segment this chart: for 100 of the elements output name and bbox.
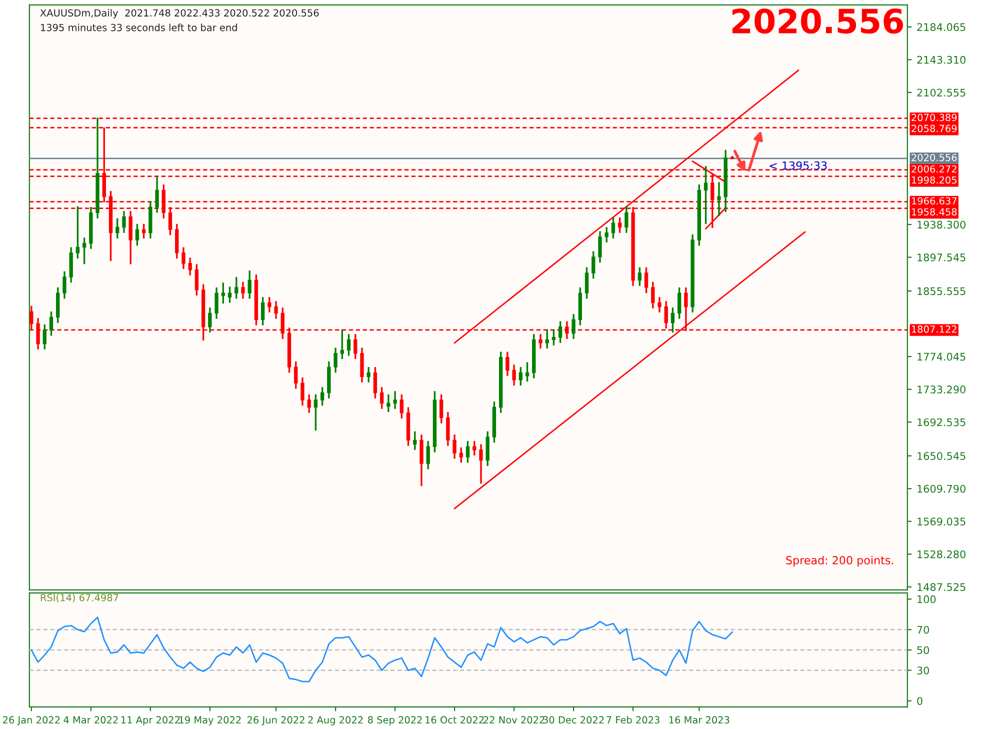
y-tick-label: 1938.300 (918, 220, 966, 229)
candlestick (360, 348, 364, 382)
ref-line-label: 1958.458 (912, 208, 957, 216)
candlestick (558, 321, 562, 343)
candlestick (439, 394, 444, 424)
x-tick-label: 8 Sep 2022 (368, 716, 422, 726)
x-tick-label: 22 Nov 2022 (484, 716, 544, 724)
candlestick (545, 329, 549, 349)
candlestick (572, 314, 576, 339)
candlestick (611, 217, 616, 238)
annotation: Spread: 200 points. (786, 556, 894, 567)
candlestick (479, 444, 483, 484)
candlestick (214, 287, 218, 319)
x-tick-label: 7 Feb 2023 (606, 716, 660, 724)
y-tick-label: 1897.545 (918, 254, 966, 262)
candlestick (334, 348, 338, 373)
y-tick-label: 100 (918, 595, 936, 604)
candlestick (459, 447, 463, 463)
y-tick-label: 1692.535 (918, 418, 966, 426)
candlestick (584, 267, 589, 299)
x-tick-label: 2 Aug 2022 (308, 716, 363, 726)
candlestick (538, 334, 542, 349)
y-tick-label: 2143.310 (917, 56, 966, 64)
candlestick (426, 440, 430, 470)
candlestick (307, 394, 311, 413)
candlestick (644, 267, 648, 294)
candlestick (393, 391, 397, 409)
candlestick (300, 377, 304, 406)
candlestick (135, 224, 140, 246)
ref-line-label: 1966.637 (912, 197, 956, 205)
candlestick (142, 224, 146, 238)
candlestick (512, 364, 516, 386)
candlestick (314, 394, 318, 431)
ref-line-label: 2058.769 (912, 124, 957, 132)
candlestick (354, 334, 358, 360)
candlestick (486, 431, 490, 466)
candlestick (76, 206, 80, 259)
candlestick (598, 231, 602, 263)
x-tick-label: 4 Mar 2022 (64, 716, 118, 724)
candlestick (704, 166, 708, 224)
x-tick-label: 30 Dec 2022 (543, 716, 604, 724)
candlestick (62, 271, 66, 299)
candlestick (49, 312, 54, 336)
candlestick (248, 270, 252, 299)
candlestick (413, 431, 417, 450)
candlestick (346, 334, 351, 356)
y-tick-label: 1487.525 (918, 583, 966, 592)
candlestick (446, 412, 450, 446)
candlestick (730, 156, 734, 160)
ref-line-label: 1998.205 (912, 176, 956, 184)
candlestick (380, 387, 384, 409)
candlestick (128, 211, 132, 264)
y-tick-label: 1609.790 (918, 484, 966, 493)
candlestick (420, 434, 424, 486)
candlestick (274, 301, 278, 319)
candlestick (618, 217, 622, 233)
candlestick (234, 276, 238, 299)
candlestick (400, 394, 404, 419)
y-tick-label: 1774.045 (918, 352, 966, 361)
candlestick (116, 218, 120, 238)
y-tick-label: 2102.555 (917, 88, 966, 97)
candlestick (386, 394, 390, 412)
ref-line-label: 1807.122 (912, 325, 956, 333)
ref-line-label: 2070.389 (912, 114, 957, 122)
candlestick (552, 329, 556, 346)
candlestick (221, 282, 225, 304)
chart-title: XAUUSDm,Daily 2021.748 2022.433 2020.522 2020.556 (40, 9, 319, 18)
candlestick (506, 352, 510, 376)
candlestick (260, 297, 265, 326)
candlestick (373, 367, 378, 398)
y-tick-label: 1650.545 (918, 452, 966, 460)
candlestick (42, 324, 46, 350)
candlestick (670, 308, 675, 333)
x-tick-label: 16 Mar 2023 (669, 716, 730, 724)
y-tick-label: 30 (917, 666, 930, 674)
candlestick (320, 387, 324, 406)
candlestick (82, 238, 86, 264)
candlestick (208, 308, 212, 333)
candlestick (677, 287, 682, 319)
candlestick (518, 367, 522, 386)
x-tick-label: 26 Jan 2022 (2, 716, 60, 726)
candlestick (294, 361, 298, 389)
candlestick (366, 367, 370, 382)
candlestick (228, 286, 232, 303)
candlestick (188, 258, 192, 276)
ref-line-label: 2006.272 (912, 165, 956, 173)
y-tick-label: 1528.280 (918, 550, 966, 558)
candlestick (624, 206, 628, 233)
y-tick-label: 1855.555 (918, 287, 966, 296)
candlestick (452, 434, 456, 459)
candlestick (155, 176, 159, 213)
annotation: 2020.556 (732, 8, 904, 34)
candlestick (268, 297, 272, 312)
x-tick-label: 19 May 2022 (179, 716, 241, 726)
y-tick-label: 50 (917, 646, 930, 654)
x-tick-label: 11 Apr 2022 (121, 716, 180, 726)
y-tick-label: 0 (917, 697, 922, 705)
line-series (30, 616, 733, 682)
candlestick (592, 251, 596, 279)
candlestick (175, 224, 179, 259)
